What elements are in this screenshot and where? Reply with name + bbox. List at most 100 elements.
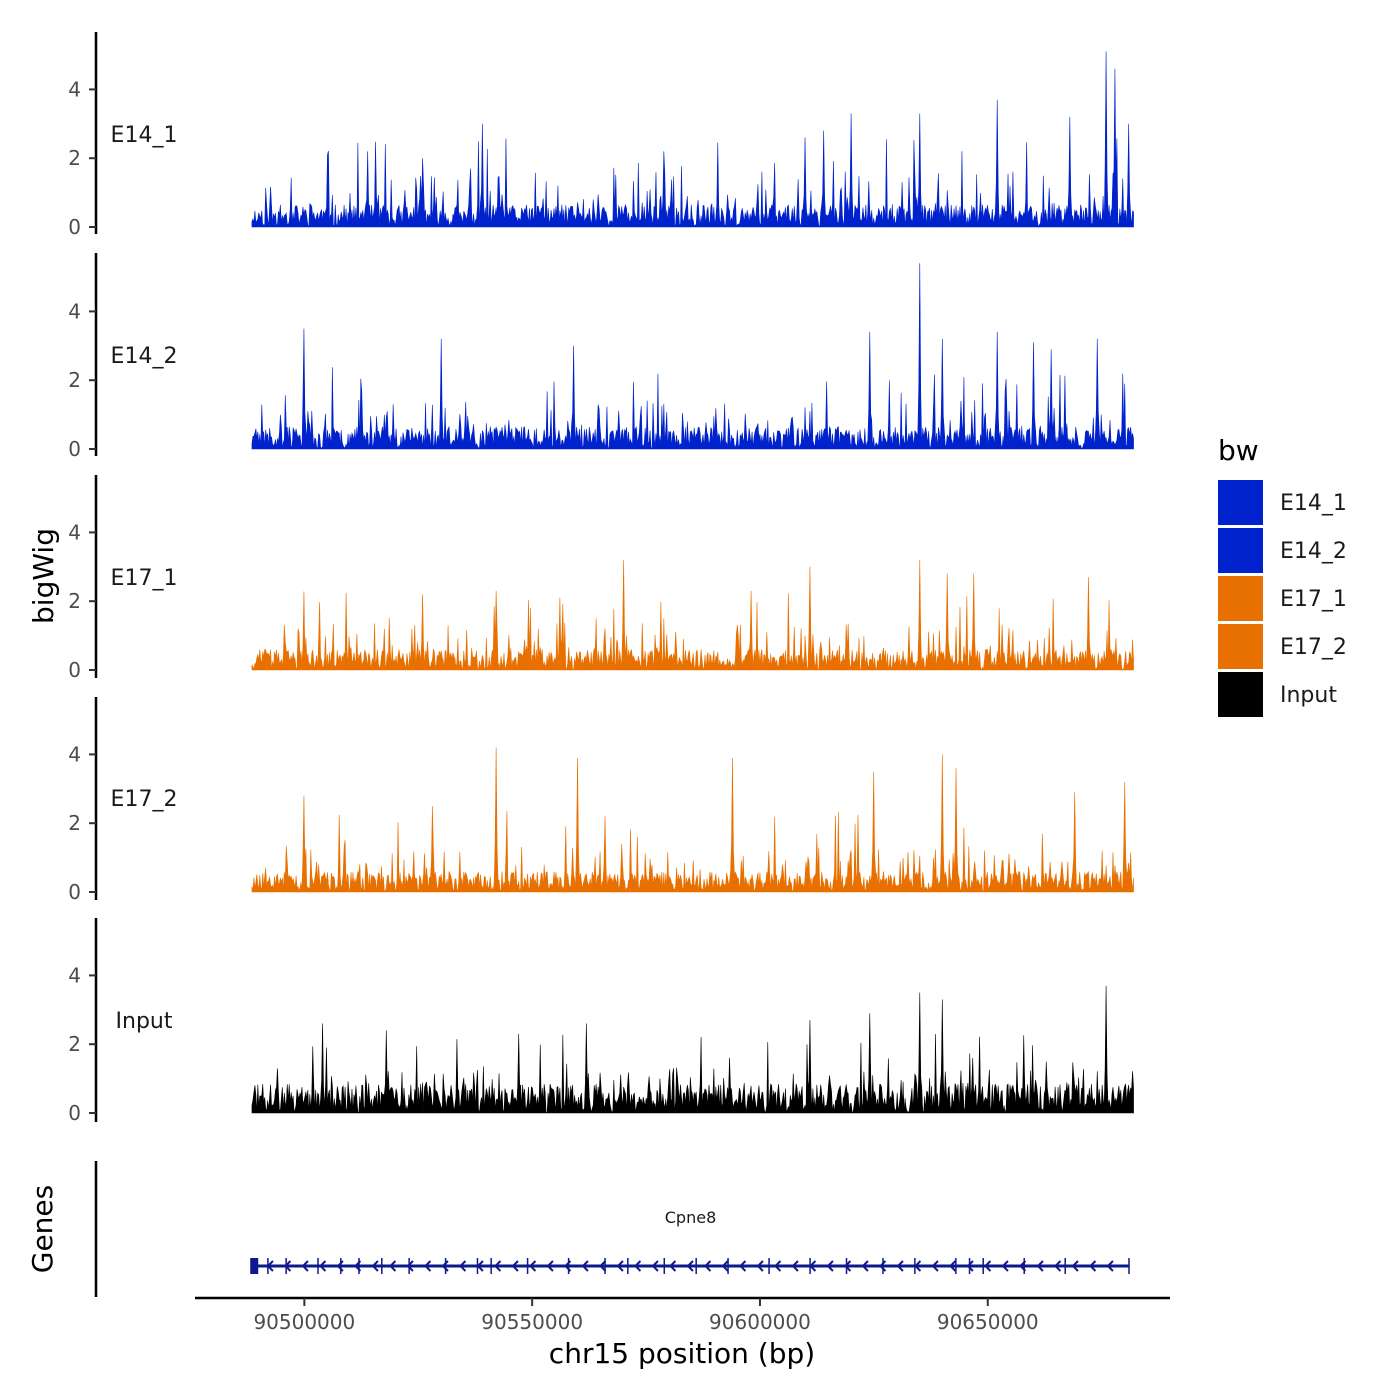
legend-label: E17_1: [1280, 587, 1347, 612]
gene-exon: [250, 1258, 259, 1274]
strand-arrow: [774, 1260, 782, 1272]
strand-arrow: [494, 1260, 502, 1272]
y-ticks: 0 2 4: [68, 963, 96, 1125]
x-tick-label: 90650000: [937, 1310, 1039, 1334]
y-ticks: 0 2 4: [68, 742, 96, 904]
y-ticks: 0 2 4: [68, 299, 96, 461]
gene-exon: [1064, 1258, 1066, 1274]
strand-arrow: [861, 1260, 869, 1272]
gene-exon: [663, 1258, 666, 1274]
gene-exon: [882, 1258, 884, 1274]
gene-exon: [695, 1258, 697, 1274]
x-tick-label: 90500000: [253, 1310, 355, 1334]
legend-title: bw: [1218, 434, 1259, 467]
strand-arrow: [879, 1260, 887, 1272]
x-ticks: 90500000 90550000 90600000 90650000: [253, 1298, 1039, 1334]
legend-swatch: [1218, 528, 1263, 573]
track-label: E14_2: [111, 344, 178, 369]
y-tick-label: 0: [68, 658, 81, 682]
y-tick-label: 0: [68, 437, 81, 461]
strand-arrow: [546, 1260, 554, 1272]
track-label: Input: [116, 1009, 173, 1034]
signal-area: [251, 985, 1134, 1114]
gene-label: Cpne8: [665, 1208, 717, 1227]
strand-arrow: [896, 1260, 904, 1272]
y-ticks: 0 2 4: [68, 520, 96, 682]
strand-arrow: [406, 1260, 414, 1272]
strand-arrow: [791, 1260, 799, 1272]
strand-arrow: [826, 1260, 834, 1272]
legend-label: E14_1: [1280, 491, 1347, 516]
legend-label: E17_2: [1280, 635, 1347, 660]
gene-exon: [1023, 1258, 1025, 1274]
genes-panel: Genes Cpne8: [26, 1161, 1130, 1297]
strand-arrow: [704, 1260, 712, 1272]
strand-arrow: [1001, 1260, 1009, 1272]
genes-panel-title: Genes: [26, 1185, 59, 1273]
legend-items: E14_1 E14_2 E17_1 E17_2 Input: [1218, 480, 1347, 717]
strand-arrow: [634, 1260, 642, 1272]
gene-exon: [358, 1258, 360, 1274]
x-tick-label: 90600000: [709, 1310, 811, 1334]
strand-arrow: [1071, 1260, 1079, 1272]
strand-arrow: [284, 1260, 292, 1272]
strand-arrow: [914, 1260, 922, 1272]
y-tick-label: 2: [68, 589, 81, 613]
x-tick-label: 90550000: [481, 1310, 583, 1334]
strand-arrow: [669, 1260, 677, 1272]
y-tick-label: 4: [68, 742, 81, 766]
strand-arrow: [301, 1260, 309, 1272]
strand-arrow: [949, 1260, 957, 1272]
strand-arrow: [529, 1260, 537, 1272]
y-tick-label: 0: [68, 880, 81, 904]
legend-swatch: [1218, 672, 1263, 717]
legend-label: E14_2: [1280, 539, 1347, 564]
strand-arrow: [616, 1260, 624, 1272]
strand-arrow: [599, 1260, 607, 1272]
gene-exon: [955, 1258, 957, 1274]
strand-arrow: [1054, 1260, 1062, 1272]
gene-exon: [968, 1258, 971, 1274]
gene-exon: [444, 1258, 447, 1274]
track-panel-e14-2: E14_2 0 2 4: [68, 253, 1134, 461]
gene-exon: [727, 1258, 729, 1274]
gene-exon: [604, 1258, 606, 1274]
strand-arrow: [931, 1260, 939, 1272]
strand-arrow: [476, 1260, 484, 1272]
strand-arrow: [424, 1260, 432, 1272]
gene-exon: [627, 1258, 629, 1274]
signal-area: [251, 263, 1134, 450]
strand-arrow: [564, 1260, 572, 1272]
strand-arrow: [581, 1260, 589, 1272]
strand-arrow: [511, 1260, 519, 1272]
signal-area: [251, 51, 1134, 229]
strand-arrow: [756, 1260, 764, 1272]
strand-arrow: [1106, 1260, 1114, 1272]
y-tick-label: 0: [68, 1101, 81, 1125]
y-tick-label: 4: [68, 77, 81, 101]
legend-swatch: [1218, 576, 1263, 621]
track-panel-e14-1: E14_1 0 2 4: [68, 32, 1134, 239]
signal-area: [251, 559, 1134, 672]
x-axis: 90500000 90550000 90600000 90650000 chr15 p…: [195, 1296, 1170, 1370]
legend-label: Input: [1280, 683, 1337, 708]
track-label: E17_2: [111, 787, 178, 812]
y-ticks: 0 2 4: [68, 77, 96, 239]
gene-exon: [768, 1258, 770, 1274]
strand-arrow: [1036, 1260, 1044, 1272]
gene-model-cpne8: [250, 1258, 1130, 1274]
strand-arrow: [389, 1260, 397, 1272]
y-tick-label: 4: [68, 520, 81, 544]
strand-arrow: [739, 1260, 747, 1272]
strand-arrow: [721, 1260, 729, 1272]
strand-arrow: [441, 1260, 449, 1272]
y-axis-title: bigWig: [27, 528, 60, 624]
legend: bw E14_1 E14_2 E17_1 E17_2 Input: [1218, 434, 1347, 717]
y-tick-label: 2: [68, 146, 81, 170]
strand-arrow: [844, 1260, 852, 1272]
strand-arrow: [354, 1260, 362, 1272]
y-tick-label: 4: [68, 299, 81, 323]
strand-arrow: [459, 1260, 467, 1272]
track-label: E17_1: [111, 566, 178, 591]
